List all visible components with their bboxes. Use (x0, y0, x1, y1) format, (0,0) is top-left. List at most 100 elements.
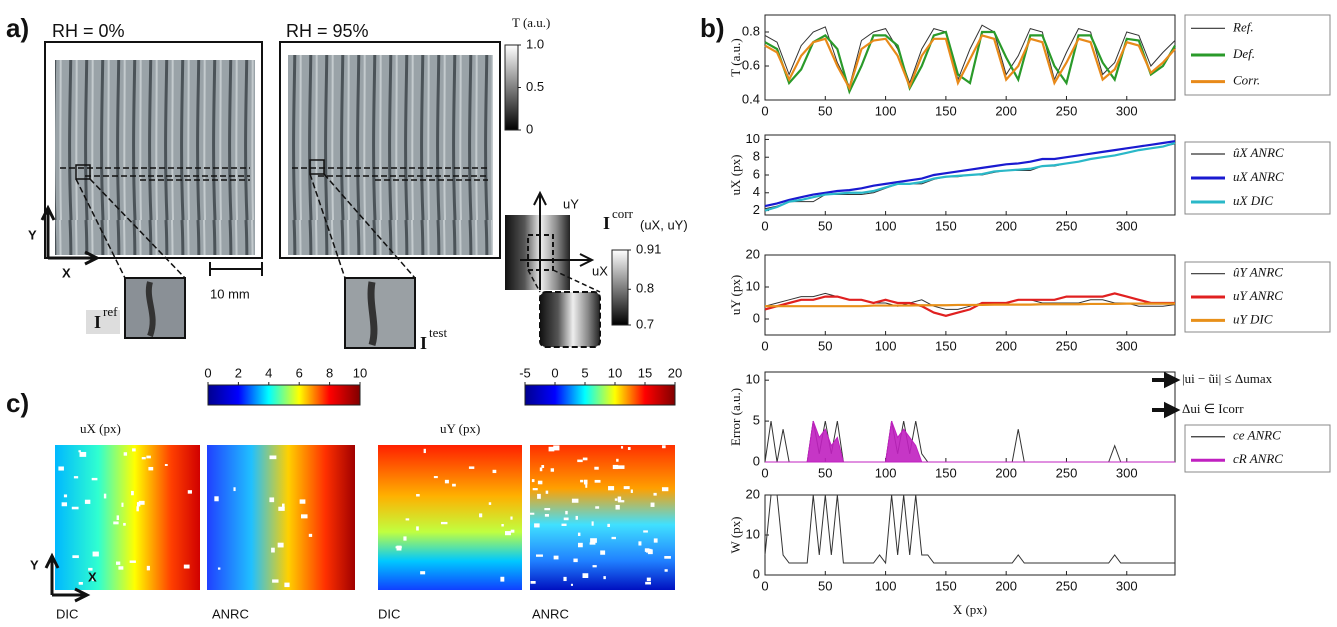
line (764, 494, 1175, 565)
legend-label: ûY ANRC (1233, 265, 1283, 280)
speckle (433, 476, 438, 479)
speckle (646, 548, 652, 553)
speckle (233, 487, 236, 492)
speckle (444, 479, 449, 484)
x-tick-label: 100 (875, 218, 897, 233)
x-tick-label: 300 (1116, 465, 1138, 480)
x-tick-label: 250 (1056, 465, 1078, 480)
speckle (440, 521, 448, 525)
speckle (452, 483, 456, 487)
speckle (84, 499, 91, 504)
speckle (510, 529, 515, 533)
speckle (146, 565, 150, 571)
speckle (123, 522, 126, 526)
speckle (136, 502, 141, 507)
x-tick-label: 50 (818, 338, 832, 353)
speckle (530, 581, 536, 584)
method-label: ANRC (532, 606, 569, 621)
speckle (589, 542, 596, 545)
speckle (58, 466, 64, 471)
colorbar (207, 384, 361, 406)
legend-label: cR ANRC (1233, 451, 1283, 466)
x-tick-label: 0 (761, 465, 768, 480)
plot-frame (764, 254, 1176, 336)
speckle (661, 487, 669, 492)
speckle (563, 517, 569, 521)
speckle (277, 542, 284, 548)
speckle (595, 506, 600, 509)
speckle (73, 476, 79, 479)
x-tick-label: 0 (761, 103, 768, 118)
x-tick-label: 150 (935, 465, 957, 480)
speckle (115, 561, 121, 565)
speckle (530, 512, 535, 515)
speckle (611, 536, 616, 540)
corr-axes (520, 190, 595, 290)
speckle (638, 541, 642, 546)
x-tick-label: 200 (995, 103, 1017, 118)
y-axis-label: uX (px) (728, 155, 743, 196)
speckle (63, 494, 68, 498)
speckle (269, 497, 275, 503)
speckle (269, 455, 277, 460)
y-axis-label: Error (a.u.) (728, 388, 743, 446)
speckle (544, 514, 549, 517)
legend-label: Def. (1232, 46, 1255, 61)
speckle (121, 502, 124, 507)
test-sup: test (429, 325, 447, 340)
speckle (603, 576, 606, 580)
speckle (281, 503, 285, 509)
speckle (504, 531, 511, 536)
x-tick-label: 250 (1056, 103, 1078, 118)
x-tick-label: 250 (1056, 218, 1078, 233)
speckle (308, 533, 313, 537)
speckle (420, 571, 426, 575)
corr-map (505, 215, 570, 290)
scan-lines (60, 159, 488, 279)
legend-label: uY DIC (1233, 311, 1273, 326)
speckle (146, 455, 151, 459)
speckle (403, 536, 407, 541)
speckle (550, 468, 555, 472)
colorbar-tick-label: 10 (353, 365, 367, 380)
speckle (616, 458, 619, 462)
y-tick-label: 6 (753, 166, 760, 181)
speckle (468, 466, 475, 469)
corr-label: I (603, 213, 610, 233)
x-tick-label: 0 (761, 218, 768, 233)
speckle (136, 506, 139, 512)
line (764, 30, 1176, 95)
speckle (573, 558, 578, 563)
y-tick-label: 5 (753, 413, 760, 428)
speckle (627, 447, 631, 451)
x-tick-label: 100 (875, 338, 897, 353)
speckle (118, 566, 124, 570)
speckle (615, 504, 620, 510)
colorbar-tick-label: 0.91 (636, 241, 661, 256)
speckle (537, 493, 541, 499)
x-tick-label: 150 (935, 578, 957, 593)
x-tick-label: 200 (995, 338, 1017, 353)
x-tick-label: 50 (818, 465, 832, 480)
x-tick-label: 300 (1116, 218, 1138, 233)
y-tick-label: 10 (746, 131, 760, 146)
y-tick-label: 20 (746, 486, 760, 501)
colorbar-tick-label: 0 (551, 365, 558, 380)
line (764, 24, 1176, 88)
speckle (553, 555, 559, 560)
speckle (545, 490, 549, 494)
speckle (138, 500, 145, 505)
speckle (148, 466, 154, 471)
x-axis-label: X (px) (953, 602, 987, 617)
ref-sup: ref (103, 304, 118, 319)
label-bg (86, 310, 120, 334)
panel-label: b) (700, 13, 725, 43)
speckle (607, 523, 610, 528)
speckle (594, 479, 601, 483)
legend-label: uX DIC (1233, 193, 1273, 208)
speckle (92, 577, 95, 582)
speckle (141, 457, 146, 460)
image-title: RH = 95% (286, 21, 369, 41)
scale-label: 10 mm (210, 286, 250, 301)
zoom-texture (145, 281, 156, 338)
